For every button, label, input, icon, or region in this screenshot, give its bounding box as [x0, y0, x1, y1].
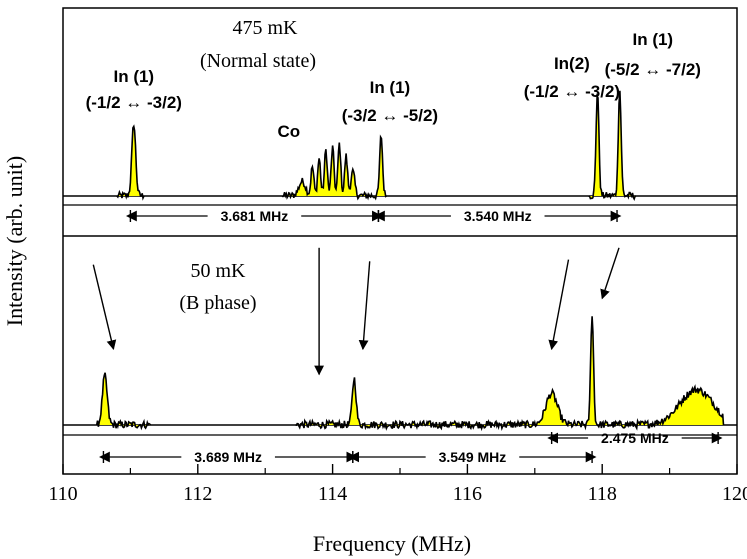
y-axis-label: Intensity (arb. unit) [2, 156, 27, 326]
spacing-label: 3.689 MHz [194, 449, 262, 465]
spectrum-fill [96, 372, 151, 429]
spectrum-line [95, 372, 152, 431]
x-tick-label: 114 [318, 483, 347, 505]
peak-annotation: In (1) [113, 67, 154, 86]
top-panel: In (1) (-1/2 ↔ -3/2) Co In (1) (-3/2 ↔ -5/2)… [63, 30, 737, 224]
peak-annotation: In(2) [554, 54, 590, 73]
bottom-temperature-label: 50 mK [191, 260, 247, 282]
spectrum-line [588, 90, 637, 201]
bottom-panel: 3.689 MHz 3.549 MHz 2.475 MHz [63, 247, 737, 465]
x-tick-label: 110 [48, 483, 77, 505]
top-temperature-label: 475 mK [233, 17, 299, 39]
peak-annotation: In (1) [370, 78, 411, 97]
spacing-label: 3.540 MHz [464, 208, 532, 224]
x-axis: 110 112 114 116 118 120 [48, 464, 747, 505]
x-tick-label: 116 [453, 483, 482, 505]
spectrum-line [116, 124, 145, 201]
shift-arrow [600, 247, 620, 300]
spectrum-fill [295, 316, 724, 429]
spacing-label: 2.475 MHz [601, 430, 669, 446]
x-tick-label: 112 [183, 483, 212, 505]
peak-annotation: (-3/2 ↔ -5/2) [342, 106, 438, 125]
peak-annotation: Co [277, 122, 300, 141]
peak-annotation: (-5/2 ↔ -7/2) [605, 60, 701, 79]
x-axis-label: Frequency (MHz) [313, 531, 471, 556]
spacing-label: 3.681 MHz [221, 208, 289, 224]
peak-annotation: (-1/2 ↔ -3/2) [86, 93, 182, 112]
shift-arrow [358, 261, 371, 351]
peak-annotation: (-1/2 ↔ -3/2) [524, 82, 620, 101]
spectrum-line [295, 316, 725, 432]
bottom-state-label: (B phase) [179, 292, 256, 314]
top-state-label: (Normal state) [200, 50, 316, 72]
shift-arrow [548, 259, 570, 351]
shift-arrow [92, 264, 117, 351]
x-tick-label: 120 [722, 483, 747, 505]
spectrum-fill [588, 90, 636, 199]
peak-annotation: In (1) [632, 30, 673, 49]
spectrum-line [281, 134, 387, 201]
spacing-label: 3.549 MHz [439, 449, 507, 465]
x-tick-label: 118 [588, 483, 617, 505]
